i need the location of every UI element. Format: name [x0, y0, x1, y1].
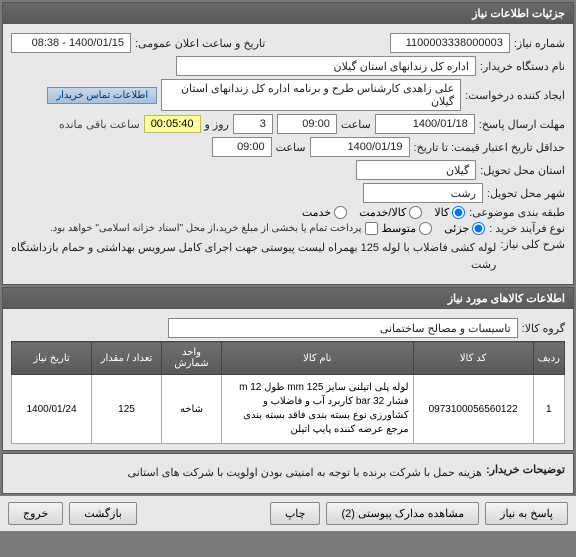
day-and-label: روز و: [205, 118, 229, 131]
exit-button[interactable]: خروج: [8, 502, 63, 525]
announce-label: تاریخ و ساعت اعلان عمومی:: [135, 37, 265, 50]
cell-code: 0973100056560122: [413, 375, 533, 444]
pay-note-text: پرداخت تمام یا بخشی از مبلغ خرید،از محل …: [50, 223, 362, 234]
buy-type-label: نوع فرآیند خرید :: [489, 222, 565, 235]
class-goods-service-radio[interactable]: کالا/خدمت: [359, 206, 422, 219]
class-label: طبقه بندی موضوعی:: [469, 206, 565, 219]
city-field: رشت: [363, 183, 483, 203]
validity-label: حداقل تاریخ اعتبار قیمت: تا تاریخ:: [414, 141, 565, 154]
buy-low-text: جزئی: [444, 222, 469, 235]
attachments-button[interactable]: مشاهده مدارک پیوستی (2): [326, 502, 479, 525]
cell-name: لوله پلی اتیلنی سایز 125 mm طول 12 m فشا…: [222, 375, 414, 444]
req-num-label: شماره نیاز:: [514, 37, 565, 50]
cell-idx: 1: [533, 375, 564, 444]
buy-mid-text: متوسط: [382, 222, 417, 235]
creator-field: علی زاهدی کارشناس طرح و برنامه اداره کل …: [161, 79, 461, 111]
table-row: 1 0973100056560122 لوله پلی اتیلنی سایز …: [12, 375, 565, 444]
th-code: کد کالا: [413, 342, 533, 375]
deadline-date-field: 1400/01/18: [375, 114, 475, 134]
desc-text: لوله کشی فاضلاب با لوله 125 بهمراه لیست …: [11, 238, 496, 275]
deadline-label: مهلت ارسال پاسخ:: [479, 118, 565, 131]
validity-date-field: 1400/01/19: [310, 137, 410, 157]
remain-text: ساعت باقی مانده: [59, 118, 140, 131]
class-goods-radio[interactable]: کالا: [434, 206, 465, 219]
th-idx: ردیف: [533, 342, 564, 375]
cell-date: 1400/01/24: [12, 375, 92, 444]
province-field: گیلان: [356, 160, 476, 180]
info-header: جزئیات اطلاعات نیاز: [3, 3, 573, 24]
buyer-note-text: هزینه حمل با شرکت برنده با توجه به امنیت…: [11, 463, 482, 484]
buy-mid-radio[interactable]: متوسط: [382, 222, 433, 235]
creator-label: ایجاد کننده درخواست:: [465, 89, 565, 102]
deadline-time-field: 09:00: [277, 114, 337, 134]
th-unit: واحد شمارش: [162, 342, 222, 375]
th-date: تاریخ نیاز: [12, 342, 92, 375]
contact-button[interactable]: اطلاعات تماس خریدار: [47, 87, 157, 104]
org-field: اداره کل زندانهای استان گیلان: [176, 56, 476, 76]
time-label-1: ساعت: [341, 118, 371, 131]
back-button[interactable]: بازگشت: [69, 502, 137, 525]
reply-button[interactable]: پاسخ به نیاز: [485, 502, 568, 525]
buy-low-radio[interactable]: جزئی: [444, 222, 485, 235]
th-qty: تعداد / مقدار: [92, 342, 162, 375]
pay-note-checkbox[interactable]: پرداخت تمام یا بخشی از مبلغ خرید،از محل …: [50, 222, 378, 235]
desc-label: شرح کلی نیاز:: [500, 238, 565, 251]
validity-time-field: 09:00: [212, 137, 272, 157]
class-goods-text: کالا: [434, 206, 449, 219]
province-label: استان محل تحویل:: [480, 164, 565, 177]
city-label: شهر محل تحویل:: [487, 187, 565, 200]
group-label: گروه کالا:: [522, 322, 565, 335]
req-num-field: 1100003338000003: [390, 33, 510, 53]
buyer-note-label: توضیحات خریدار:: [486, 463, 565, 476]
print-button[interactable]: چاپ: [270, 502, 321, 525]
cell-qty: 125: [92, 375, 162, 444]
class-service-radio[interactable]: خدمت: [302, 206, 347, 219]
class-goods-service-text: کالا/خدمت: [359, 206, 406, 219]
items-table: ردیف کد کالا نام کالا واحد شمارش تعداد /…: [11, 341, 565, 444]
org-label: نام دستگاه خریدار:: [480, 60, 565, 73]
time-label-2: ساعت: [276, 141, 306, 154]
group-field: تاسیسات و مصالح ساختمانی: [168, 318, 518, 338]
cell-unit: شاخه: [162, 375, 222, 444]
class-service-text: خدمت: [302, 206, 331, 219]
announce-field: 1400/01/15 - 08:38: [11, 33, 131, 53]
th-name: نام کالا: [222, 342, 414, 375]
items-header: اطلاعات کالاهای مورد نیاز: [3, 288, 573, 309]
remain-days-field: 3: [233, 114, 273, 134]
remain-time-field: 00:05:40: [144, 115, 201, 133]
